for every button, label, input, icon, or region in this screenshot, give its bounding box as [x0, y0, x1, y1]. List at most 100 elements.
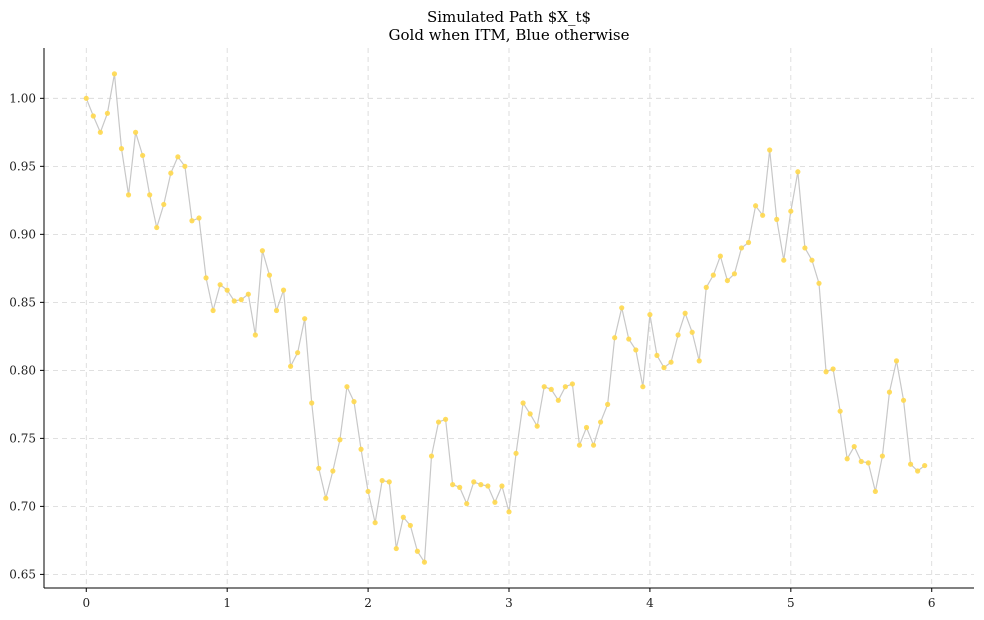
data-point [717, 253, 723, 259]
y-tick-label: 0.80 [9, 363, 36, 377]
data-point [203, 275, 209, 281]
data-point [858, 458, 864, 465]
y-tick-label: 0.90 [9, 227, 36, 241]
x-tick-label: 4 [646, 596, 654, 610]
data-point [907, 461, 914, 467]
data-point [710, 272, 716, 278]
data-point [224, 287, 230, 293]
data-point [259, 248, 266, 254]
data-point [583, 424, 590, 431]
data-point [323, 495, 329, 501]
data-point [851, 443, 857, 450]
data-point [647, 312, 653, 318]
data-point [351, 399, 357, 405]
data-point [365, 488, 371, 495]
data-point [703, 284, 709, 290]
data-point [922, 462, 928, 469]
data-point [245, 291, 251, 297]
data-point [90, 113, 96, 119]
data-point [125, 192, 132, 198]
data-point [724, 277, 731, 284]
data-point [527, 411, 533, 417]
data-point [900, 397, 907, 403]
data-point [280, 287, 287, 293]
series-line-group [85, 73, 926, 565]
data-point [731, 271, 738, 277]
y-tick-label: 0.70 [9, 499, 36, 513]
data-point [548, 386, 554, 393]
data-point [386, 479, 392, 485]
data-point [210, 307, 216, 314]
data-point [400, 514, 406, 520]
data-point [287, 363, 294, 369]
x-tick-label: 5 [787, 596, 795, 610]
data-point [872, 488, 878, 495]
data-point [760, 212, 766, 218]
data-point [358, 446, 364, 452]
data-point [309, 400, 315, 406]
data-point [668, 359, 674, 365]
data-point [273, 307, 280, 314]
x-tick-label: 6 [928, 596, 936, 610]
data-point [576, 442, 583, 448]
data-point [372, 520, 378, 526]
x-tick-label: 2 [364, 596, 372, 610]
data-point [520, 400, 526, 406]
data-point [654, 352, 660, 359]
data-point [788, 208, 794, 214]
data-point [337, 437, 343, 443]
y-tick-label: 0.95 [9, 159, 36, 173]
data-point [767, 147, 773, 153]
data-point [478, 482, 484, 488]
data-point [499, 483, 505, 489]
data-point [534, 423, 540, 429]
data-point [886, 389, 893, 395]
data-point [640, 384, 646, 390]
data-point [738, 245, 745, 251]
series-markers [83, 71, 928, 565]
chart-subtitle: Gold when ITM, Blue otherwise [389, 26, 630, 44]
data-point [562, 384, 568, 390]
data-point [555, 397, 561, 403]
data-point [316, 465, 322, 471]
x-tick-label: 0 [82, 596, 90, 610]
data-point [435, 419, 442, 425]
axes: 0 1 2 3 4 5 6 0.65 0.70 0.75 0.80 0.85 0.90 0.95 1.00 [9, 48, 974, 610]
data-point [802, 245, 808, 251]
data-point [816, 280, 822, 286]
data-point [682, 310, 688, 316]
data-point [111, 71, 118, 77]
data-point [330, 468, 336, 474]
x-tick-label: 1 [223, 596, 231, 610]
data-point [295, 350, 301, 356]
data-point [590, 442, 597, 448]
data-point [83, 95, 89, 101]
data-point [661, 365, 667, 371]
data-point [823, 369, 829, 375]
data-point [344, 384, 350, 390]
data-point [893, 358, 900, 364]
data-point [238, 297, 244, 303]
series-line [85, 73, 926, 565]
data-point [809, 257, 815, 263]
data-point [393, 545, 399, 552]
data-point [541, 384, 547, 390]
data-point [471, 479, 477, 485]
data-point [569, 381, 576, 387]
data-point [132, 129, 139, 135]
data-point [189, 218, 195, 224]
data-point [154, 224, 160, 231]
data-point [513, 450, 519, 456]
data-point [844, 456, 850, 462]
data-point [457, 484, 463, 490]
data-point [168, 170, 174, 176]
data-point [781, 257, 787, 263]
data-point [182, 163, 188, 169]
data-point [428, 453, 435, 459]
data-point [626, 336, 632, 342]
data-point [696, 358, 702, 364]
data-point [506, 509, 512, 515]
data-point [104, 110, 111, 116]
data-point [140, 152, 146, 159]
